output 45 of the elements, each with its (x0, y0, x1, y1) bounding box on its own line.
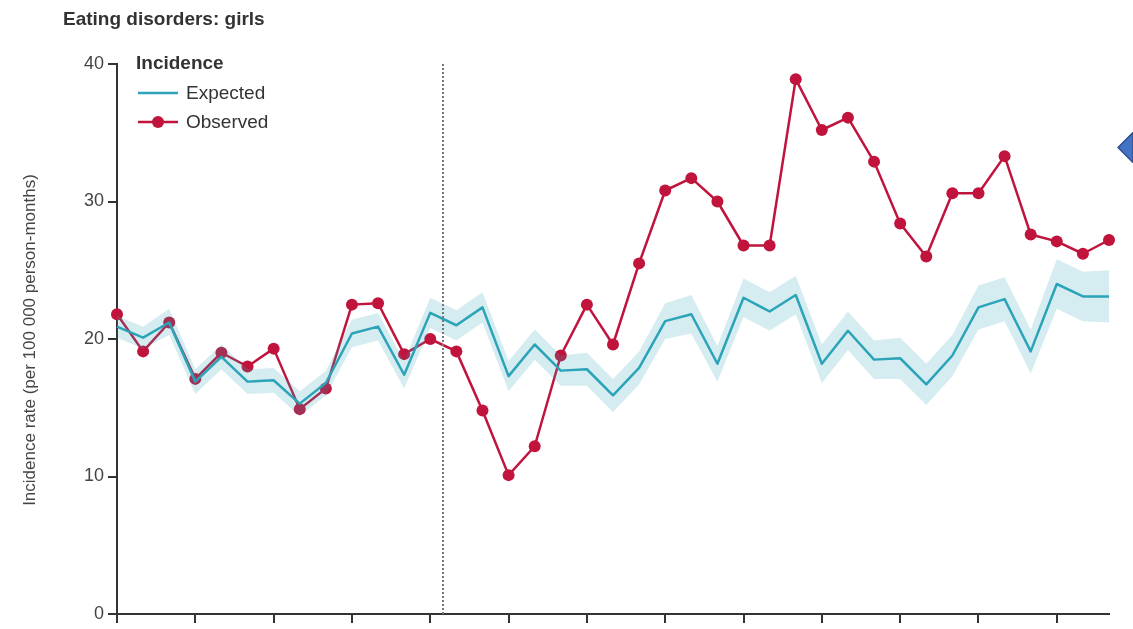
point (1050, 235, 1063, 248)
point (372, 297, 385, 310)
point (345, 298, 358, 311)
point (607, 338, 619, 351)
point (763, 239, 776, 252)
point (1076, 247, 1089, 260)
point (528, 440, 541, 453)
point (1024, 228, 1037, 241)
point (633, 257, 646, 270)
legend-label: Observed (186, 110, 269, 133)
point (894, 217, 907, 230)
point (920, 250, 933, 263)
point (659, 184, 672, 197)
point (398, 348, 411, 361)
point (946, 187, 959, 200)
point (1103, 234, 1115, 246)
point (502, 469, 515, 482)
point (111, 308, 123, 321)
point (293, 403, 306, 416)
point (554, 349, 567, 362)
point (998, 150, 1011, 163)
point (241, 360, 254, 373)
legend-label: Expected (186, 81, 266, 104)
point (580, 298, 593, 311)
point (685, 172, 698, 185)
point (841, 111, 854, 124)
y-tick-label: 30 (83, 190, 104, 211)
y-tick-label: 10 (83, 465, 104, 486)
point (450, 345, 463, 358)
y-tick-label: 0 (93, 602, 104, 623)
point (737, 239, 750, 252)
y-axis-title: Incidence rate (per 100 000 person-months) (20, 174, 40, 506)
chart-title: Eating disorders: girls (63, 8, 265, 30)
point (789, 73, 802, 86)
legend-title: Incidence (136, 52, 225, 74)
point (711, 195, 724, 208)
point (424, 333, 437, 345)
point (868, 155, 881, 168)
y-tick-label: 40 (83, 52, 104, 73)
point (267, 342, 280, 355)
point (476, 404, 489, 417)
point (972, 187, 985, 200)
y-tick-label: 20 (83, 327, 104, 348)
point (137, 345, 150, 358)
point (815, 124, 828, 136)
